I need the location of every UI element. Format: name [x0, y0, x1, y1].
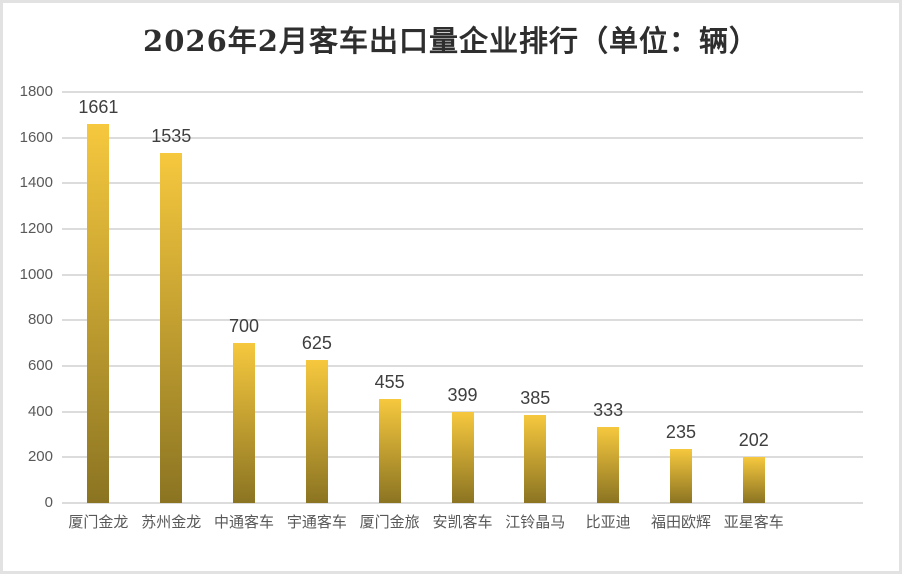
bar: [669, 449, 692, 503]
x-category-label: 苏州金龙: [141, 514, 202, 531]
gridline: [62, 91, 863, 93]
bar-value-label: 1661: [78, 96, 119, 117]
gridline: [62, 182, 863, 185]
bar: [742, 456, 765, 503]
bar-value-label: 385: [520, 388, 551, 409]
gridline: [62, 502, 863, 504]
bar-value-label: 700: [229, 316, 260, 337]
y-tick-label: 1600: [19, 128, 53, 146]
y-tick-label: 1800: [19, 83, 53, 100]
gridline: [62, 273, 863, 276]
bar-value-label: 333: [593, 399, 624, 420]
gridline: [62, 227, 863, 230]
y-axis: 1800 1600 1400 1200 1000 800 600 400 200 0: [3, 83, 53, 511]
bar: [160, 152, 183, 503]
bar: [524, 415, 547, 503]
gridline: [62, 319, 863, 322]
bar: [378, 399, 401, 503]
gridline: [62, 410, 863, 413]
gridline: [62, 364, 863, 367]
bar-value-label: 202: [738, 429, 769, 450]
x-category-label: 中通客车: [214, 514, 275, 531]
x-category-label: 福田欧辉: [650, 514, 711, 531]
x-axis: 厦门金龙 苏州金龙 中通客车 宇通客车 厦门金旅 安凯客车 江铃晶马 比亚迪 福田欧辉 亚星客车: [62, 509, 863, 535]
chart-title: 2026年2月客车出口量企业排行（单位：辆）: [143, 24, 759, 58]
bar-value-label: 625: [301, 333, 332, 354]
x-category-label: 厦门金龙: [68, 514, 129, 531]
x-category-label: 亚星客车: [723, 514, 784, 531]
bar: [233, 343, 256, 503]
y-tick-label: 1000: [19, 265, 53, 283]
y-tick-label: 0: [44, 494, 53, 511]
bar: [451, 411, 474, 503]
bar: [305, 360, 328, 503]
x-category-label: 江铃晶马: [505, 514, 566, 531]
y-tick-label: 1200: [19, 219, 53, 237]
bar: [87, 123, 110, 503]
y-tick-label: 600: [27, 356, 53, 374]
bar-value-label: 1535: [151, 125, 192, 146]
x-category-label: 比亚迪: [585, 514, 631, 531]
y-tick-label: 800: [27, 311, 53, 329]
x-category-label: 安凯客车: [432, 514, 493, 531]
y-tick-label: 200: [27, 448, 53, 466]
plot-area: 1661 1535 700 625 455 399 385 333 235 202: [62, 91, 863, 504]
x-category-label: 宇通客车: [286, 514, 347, 531]
bar: [597, 426, 620, 503]
x-category-label: 厦门金旅: [359, 514, 420, 531]
gridline: [62, 136, 863, 139]
y-tick-label: 1400: [19, 174, 53, 192]
y-tick-label: 400: [27, 402, 53, 420]
bar-value-label: 235: [665, 422, 696, 443]
bar-value-label: 399: [447, 384, 478, 405]
bar-value-label: 455: [374, 372, 405, 393]
